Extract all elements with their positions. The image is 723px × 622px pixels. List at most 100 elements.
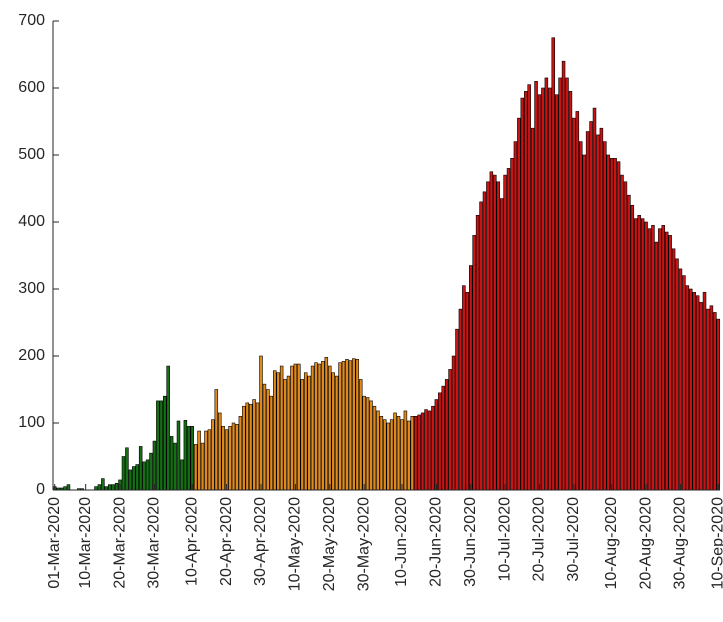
bar	[283, 379, 287, 491]
bar	[242, 405, 246, 491]
bar	[434, 399, 439, 491]
bar	[637, 215, 641, 491]
bar	[579, 141, 583, 491]
bar	[386, 422, 390, 491]
y-tick-label: 500	[18, 146, 45, 163]
bar	[658, 228, 662, 491]
bar	[513, 141, 518, 491]
x-tick-label: 30-Apr-2020	[252, 497, 269, 586]
bar	[661, 225, 666, 491]
bar	[520, 97, 525, 491]
x-tick-label: 10-Jul-2020	[496, 497, 513, 582]
bar	[376, 410, 380, 491]
bar	[63, 486, 67, 491]
bar	[613, 158, 617, 491]
bar	[125, 447, 129, 491]
bar	[530, 127, 535, 491]
bar	[393, 412, 397, 491]
bar	[620, 174, 624, 491]
bar	[664, 231, 669, 491]
bar	[145, 459, 150, 491]
bar	[524, 91, 528, 491]
bar	[104, 486, 109, 491]
x-tick-label: 20-Mar-2020	[111, 497, 128, 589]
bar	[689, 288, 693, 491]
x-tick-label: 10-Sep-2020	[709, 497, 723, 590]
bar	[190, 426, 194, 491]
bar	[121, 456, 126, 491]
bar	[489, 171, 494, 491]
bar	[224, 429, 229, 491]
bar	[345, 359, 349, 491]
y-tick-label: 600	[18, 79, 45, 96]
bar	[269, 395, 274, 491]
bar	[362, 395, 366, 491]
bar	[699, 302, 703, 491]
bar	[565, 77, 569, 491]
bar	[297, 363, 301, 491]
bar	[207, 429, 212, 491]
y-tick-label: 200	[18, 347, 45, 364]
bar	[132, 466, 136, 491]
x-tick-label: 20-Jul-2020	[531, 497, 548, 582]
bar	[331, 372, 335, 491]
bar	[266, 389, 270, 491]
bar	[372, 405, 377, 491]
bar	[589, 121, 593, 491]
bar	[176, 420, 181, 491]
x-tick-label: 10-Apr-2020	[183, 497, 200, 586]
x-tick-label: 30-Aug-2020	[672, 497, 689, 590]
bar	[479, 201, 483, 491]
bar	[379, 415, 384, 491]
bar	[111, 484, 115, 491]
bar	[396, 415, 401, 491]
y-tick-label: 100	[18, 414, 45, 431]
bar	[537, 94, 542, 491]
bar	[324, 357, 329, 491]
bar	[166, 365, 170, 491]
bar	[211, 419, 215, 491]
bar	[702, 292, 707, 491]
bar	[290, 365, 294, 491]
bar	[427, 410, 432, 491]
bar	[321, 361, 325, 491]
bar	[503, 174, 507, 491]
bar	[496, 181, 500, 491]
bar	[462, 285, 466, 491]
bar	[441, 385, 445, 491]
bar	[493, 174, 497, 491]
x-tick-label: 10-May-2020	[287, 497, 304, 591]
bar	[338, 362, 342, 491]
bar	[352, 358, 356, 491]
x-tick-label: 20-May-2020	[321, 497, 338, 591]
bar	[255, 402, 260, 491]
bar	[527, 84, 531, 491]
bar	[369, 400, 373, 491]
bar	[438, 392, 442, 491]
bar	[403, 410, 408, 491]
bar	[152, 440, 157, 491]
bar	[420, 412, 425, 491]
bar	[627, 194, 631, 491]
bar	[259, 355, 263, 491]
bar	[451, 355, 456, 491]
bar	[599, 127, 604, 491]
x-tick-label: 10-Mar-2020	[77, 497, 94, 589]
bar	[675, 258, 679, 491]
x-tick-label: 20-Aug-2020	[637, 497, 654, 590]
bar	[510, 158, 514, 491]
x-tick-label: 10-Aug-2020	[603, 497, 620, 590]
bar	[341, 361, 346, 491]
bar	[383, 419, 387, 491]
bar	[276, 372, 280, 491]
bar	[517, 117, 521, 491]
bar	[328, 365, 332, 491]
bar	[558, 77, 562, 491]
bar	[410, 415, 415, 491]
bar	[685, 285, 690, 491]
bar	[651, 225, 655, 491]
bar	[169, 436, 174, 491]
bar	[534, 81, 538, 491]
bar	[248, 403, 253, 491]
bar	[592, 107, 597, 491]
